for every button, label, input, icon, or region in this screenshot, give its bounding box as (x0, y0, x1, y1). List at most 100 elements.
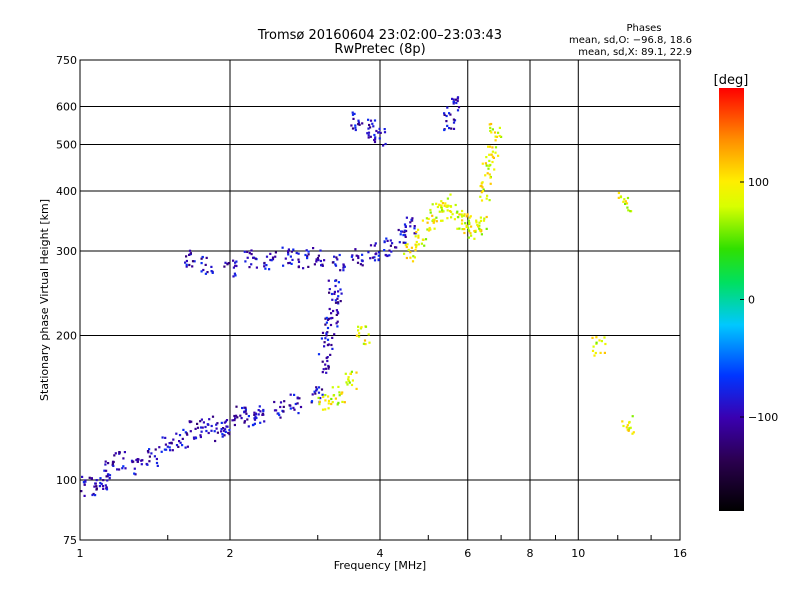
x-tick-label: 2 (227, 547, 234, 560)
echo-point (80, 490, 83, 493)
echo-point (364, 343, 367, 346)
echo-point (377, 259, 380, 262)
echo-point (297, 412, 300, 415)
echo-point (484, 162, 487, 165)
echo-point (168, 446, 171, 449)
echo-point (331, 316, 334, 320)
echo-point (93, 485, 96, 488)
echo-point (417, 236, 420, 239)
echo-point (337, 281, 340, 284)
echo-point (435, 216, 438, 219)
echo-point (164, 443, 167, 446)
echo-point (403, 229, 406, 232)
echo-point (315, 386, 318, 389)
echo-point (317, 259, 320, 262)
echo-point (190, 420, 193, 423)
echo-point (456, 109, 460, 112)
echo-point (345, 381, 348, 384)
echo-point (351, 254, 354, 257)
echo-point (625, 202, 629, 205)
echo-point (355, 254, 358, 257)
echo-point (185, 265, 188, 268)
echo-point (192, 436, 196, 439)
echo-point (438, 210, 441, 213)
echo-point (232, 266, 235, 269)
echo-point (228, 429, 231, 432)
echo-point (441, 202, 444, 205)
echo-point (184, 261, 187, 264)
echo-point (413, 232, 416, 235)
echo-point (491, 146, 494, 149)
echo-point (379, 131, 382, 134)
echo-point (221, 435, 224, 438)
echo-point (413, 256, 416, 259)
echo-point (169, 449, 172, 452)
echo-point (321, 263, 324, 266)
echo-point (619, 196, 623, 199)
echo-point (327, 365, 330, 368)
echo-point (268, 268, 271, 271)
echo-point (244, 260, 247, 263)
echo-point (288, 404, 291, 407)
echo-point (490, 131, 493, 134)
echo-point (330, 402, 333, 406)
echo-point (228, 433, 231, 436)
echo-point (357, 119, 360, 122)
echo-point (325, 332, 328, 335)
echo-point (317, 353, 321, 356)
echo-point (171, 449, 174, 452)
echo-point (258, 405, 261, 408)
echo-point (234, 417, 237, 420)
echo-point (189, 252, 192, 255)
echo-point (281, 246, 284, 249)
echo-point (436, 205, 439, 209)
echo-point (435, 202, 438, 205)
echo-point (383, 128, 386, 131)
echo-point (410, 246, 413, 249)
echo-point (632, 431, 635, 434)
echo-point (373, 140, 377, 144)
echo-point (595, 341, 598, 344)
echo-point (448, 210, 452, 213)
echo-point (457, 106, 461, 109)
echo-point (343, 401, 346, 404)
echo-point (363, 339, 367, 342)
echo-point (88, 476, 91, 479)
echo-point (477, 225, 480, 228)
echo-point (429, 211, 432, 214)
echo-point (415, 246, 418, 249)
echo-point (481, 162, 484, 165)
echo-point (289, 255, 292, 258)
echo-point (324, 363, 327, 366)
echo-point (465, 225, 468, 228)
echo-point (482, 188, 485, 191)
echo-point (108, 474, 112, 477)
echo-point (488, 153, 491, 156)
echo-point (426, 228, 429, 231)
echo-point (287, 253, 290, 256)
echo-point (274, 255, 277, 258)
echo-point (122, 457, 125, 460)
echo-point (425, 217, 428, 220)
echo-point (324, 408, 327, 411)
echo-point (359, 263, 362, 266)
echo-point (443, 204, 446, 207)
echo-point (475, 219, 478, 222)
echo-point (446, 124, 449, 127)
echo-point (235, 405, 238, 408)
echo-point (631, 415, 634, 418)
echo-point (220, 428, 223, 431)
echo-point (593, 354, 596, 357)
echo-point (325, 371, 328, 374)
echo-point (478, 224, 481, 227)
echo-point (84, 480, 87, 483)
echo-point (274, 251, 277, 254)
echo-point (106, 479, 109, 482)
echo-point (327, 279, 330, 282)
echo-point (331, 386, 334, 389)
echo-point (480, 199, 484, 202)
x-tick-label: 4 (377, 547, 384, 560)
echo-point (326, 359, 329, 363)
echo-point (336, 310, 339, 314)
